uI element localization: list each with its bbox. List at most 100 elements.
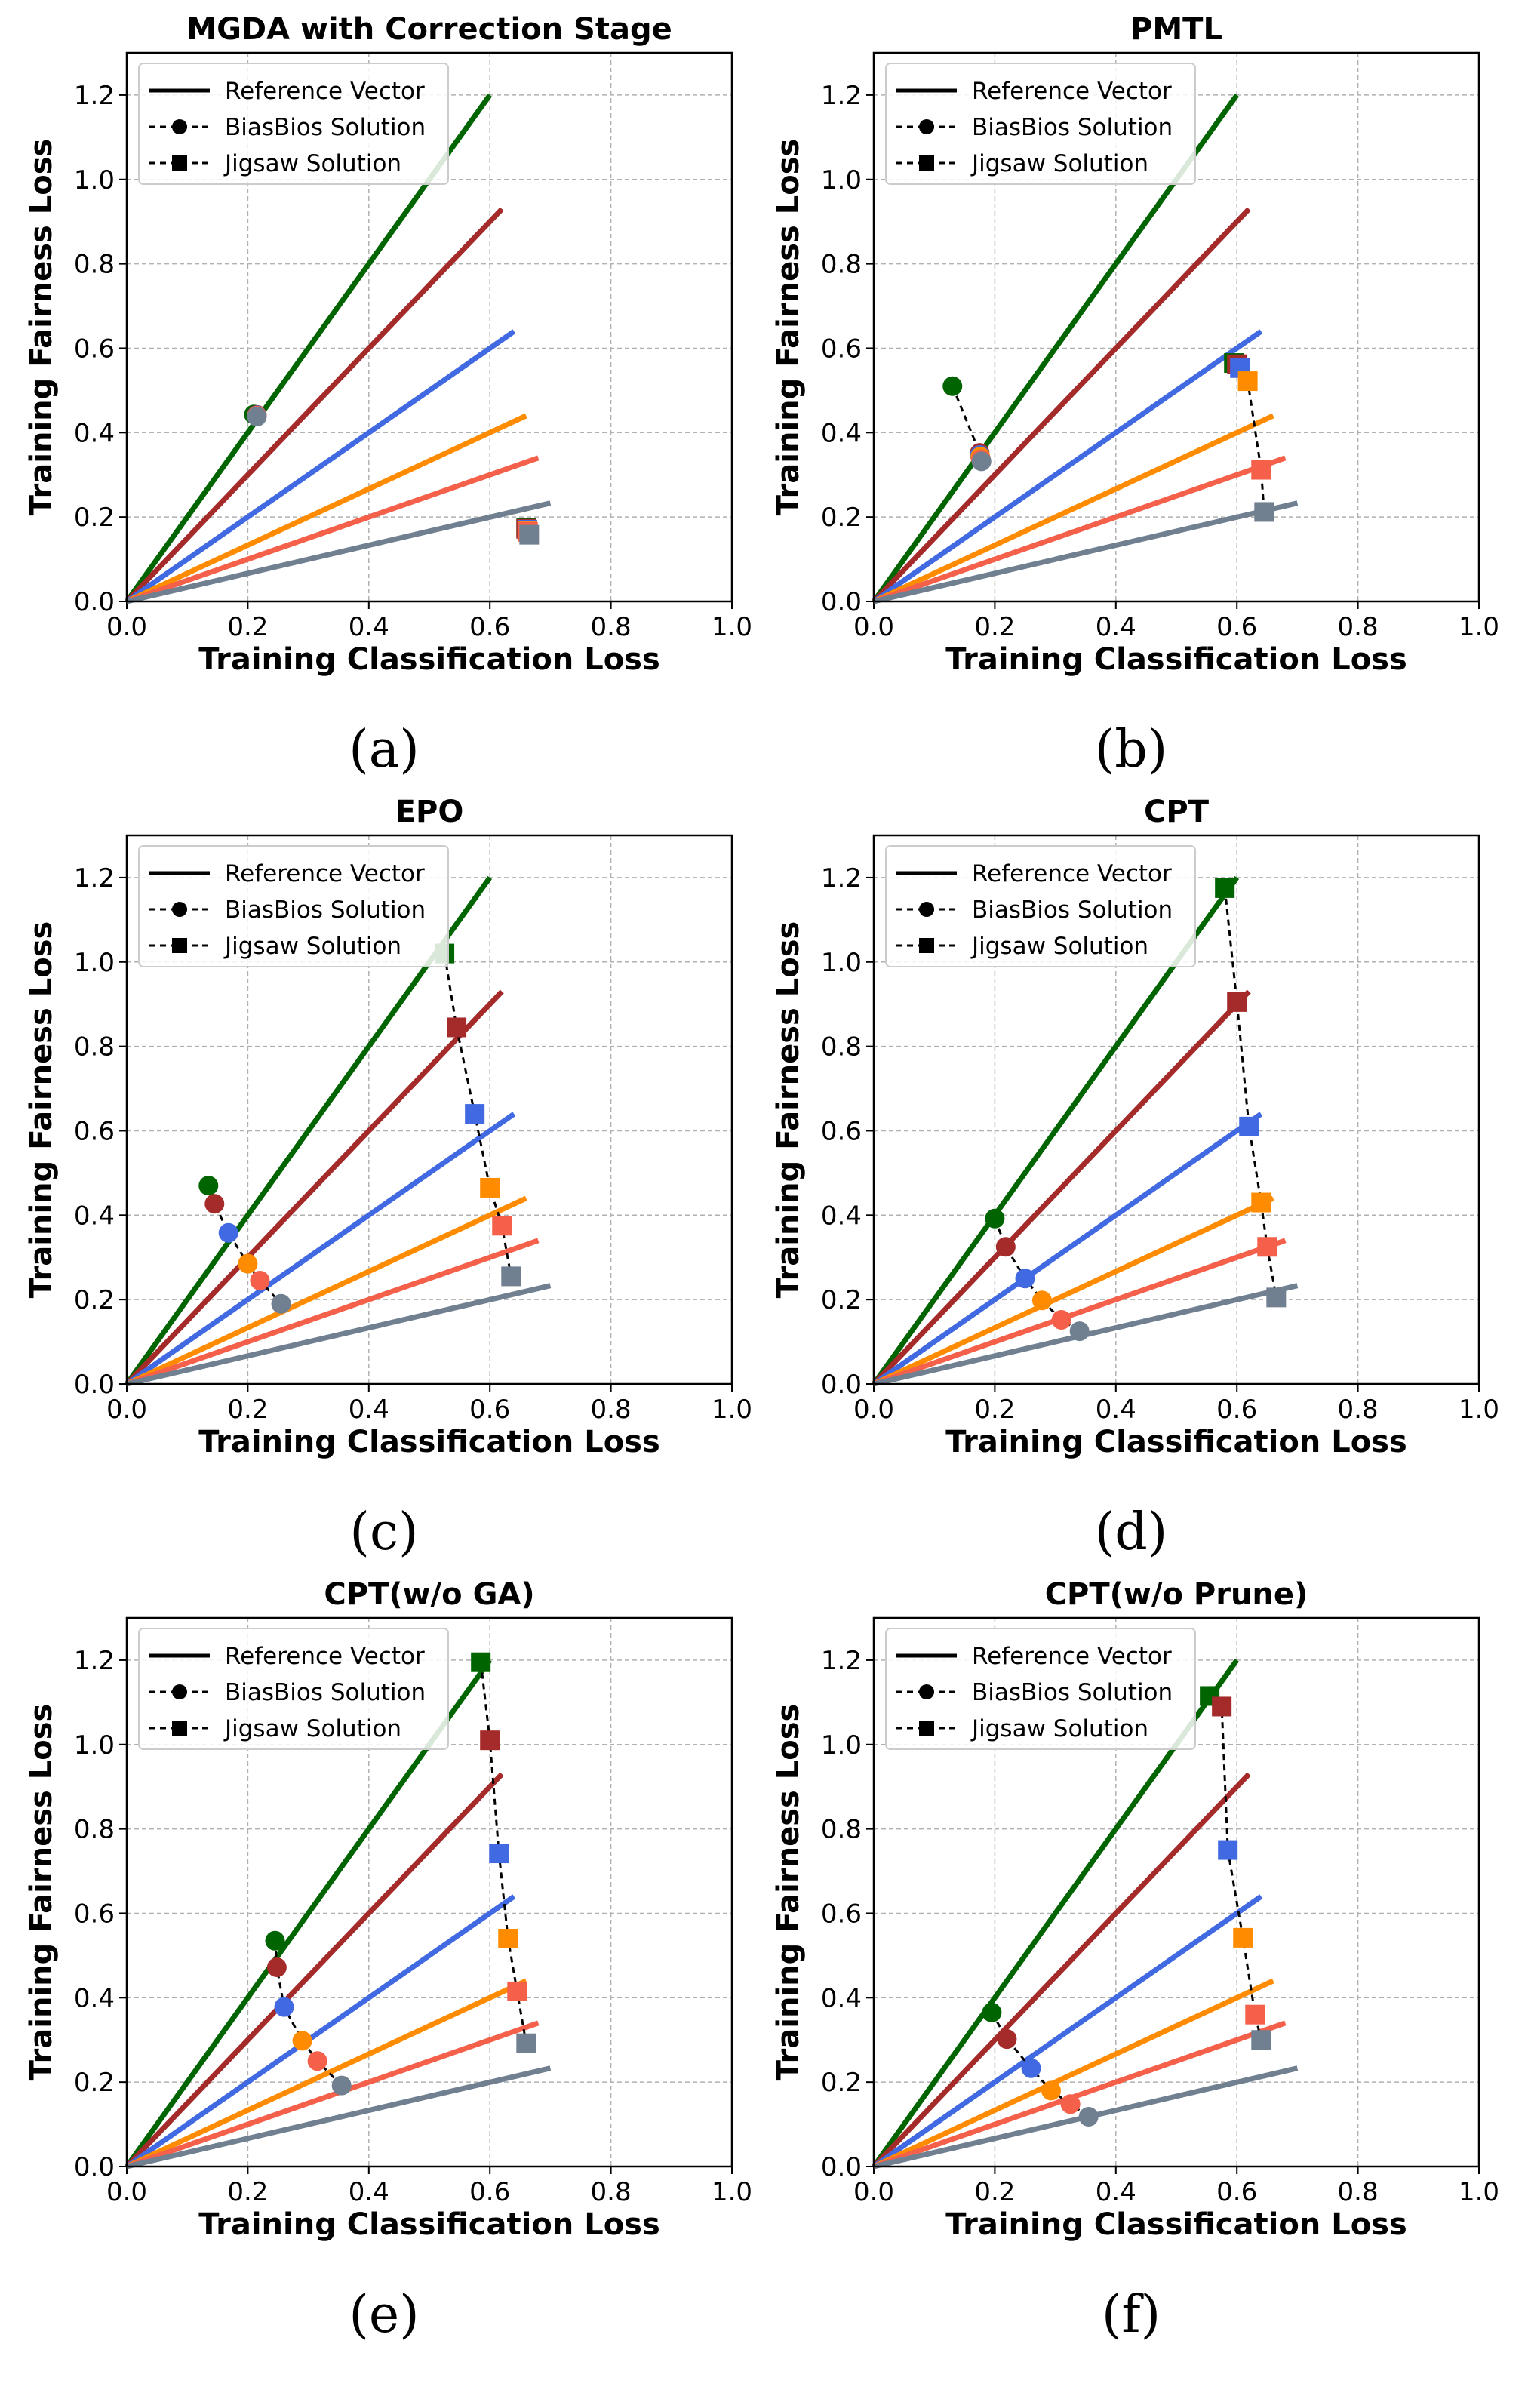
y-tick-label: 0.8 xyxy=(821,250,862,280)
biasbios-point-3 xyxy=(218,1222,238,1243)
axes-frame xyxy=(125,834,733,1385)
y-tick-label: 0.0 xyxy=(821,2152,862,2182)
y-tick-label: 1.0 xyxy=(74,1730,115,1761)
legend: Reference Vector BiasBios Solution Jigsaw … xyxy=(885,1628,1196,1750)
jigsaw-point-4 xyxy=(1237,371,1258,392)
legend-label-1: Reference Vector xyxy=(225,1643,425,1670)
x-tick-label: 0.6 xyxy=(1216,2177,1257,2207)
y-tick-label: 1.0 xyxy=(821,948,862,978)
jigsaw-point-6 xyxy=(1254,502,1274,522)
y-tick-label: 0.8 xyxy=(74,1032,115,1063)
axes-frame xyxy=(125,51,733,603)
legend-marker-square xyxy=(919,1721,934,1736)
y-tick-label: 0.2 xyxy=(821,503,862,533)
chart-title: CPT xyxy=(1144,795,1210,829)
y-tick-label: 0.6 xyxy=(74,1116,115,1146)
jigsaw-point-4 xyxy=(498,1929,518,1949)
reference-vector-2 xyxy=(125,207,504,604)
y-tick-label: 1.0 xyxy=(74,948,115,978)
biasbios-point-6 xyxy=(331,2075,352,2096)
biasbios-point-4 xyxy=(1041,2080,1061,2101)
jigsaw-point-1 xyxy=(1215,878,1235,898)
reference-vector-3 xyxy=(125,1894,516,2169)
subfigure-caption: (c) xyxy=(349,1502,419,1562)
x-tick-label: 0.2 xyxy=(227,1395,268,1425)
y-axis-label: Training Fairness Loss xyxy=(24,139,59,516)
legend: Reference Vector BiasBios Solution Jigsaw … xyxy=(885,845,1196,967)
legend-label-2: BiasBios Solution xyxy=(225,1679,426,1706)
y-tick-label: 0.2 xyxy=(821,1285,862,1315)
y-tick-label: 0.0 xyxy=(74,2152,115,2182)
jigsaw-point-3 xyxy=(489,1844,509,1864)
y-tick-label: 0.8 xyxy=(74,250,115,280)
y-tick-label: 0.6 xyxy=(74,334,115,364)
y-tick-label: 1.2 xyxy=(821,81,862,111)
reference-vector-6 xyxy=(873,500,1299,604)
chart-title: CPT(w/o Prune) xyxy=(1045,1577,1308,1612)
legend-marker-square xyxy=(172,1721,187,1736)
biasbios-point-1 xyxy=(198,1176,219,1196)
biasbios-point-6 xyxy=(971,451,992,472)
subfigure-caption: (b) xyxy=(1094,720,1168,780)
jigsaw-point-4 xyxy=(1233,1927,1253,1948)
biasbios-point-5 xyxy=(250,1270,270,1290)
y-axis-label: Training Fairness Loss xyxy=(771,1704,806,2081)
chart-panel-2: PMTL 0.0 0.2 0.4 0.6 0.8 1.0 0.0 0.2 0.4 0.6 0.8 1.0… xyxy=(771,12,1499,677)
x-tick-label: 0.2 xyxy=(227,2177,268,2207)
legend-marker-square xyxy=(919,938,934,953)
jigsaw-point-5 xyxy=(492,1216,512,1236)
x-tick-label: 0.0 xyxy=(853,1395,894,1425)
legend-box xyxy=(885,845,1196,967)
biasbios-point-1 xyxy=(942,376,963,396)
x-tick-label: 0.6 xyxy=(1216,1395,1257,1425)
x-tick-label: 0.0 xyxy=(853,2177,894,2207)
legend: Reference Vector BiasBios Solution Jigsaw … xyxy=(138,1628,449,1750)
legend-label-3: Jigsaw Solution xyxy=(970,933,1148,960)
y-axis-label: Training Fairness Loss xyxy=(771,139,806,516)
jigsaw-point-5 xyxy=(1245,2004,1265,2025)
biasbios-point-4 xyxy=(1031,1290,1052,1311)
legend-marker-circle xyxy=(919,902,934,917)
legend-label-2: BiasBios Solution xyxy=(225,896,426,924)
legend-marker-circle xyxy=(919,1684,934,1699)
biasbios-point-1 xyxy=(265,1930,285,1951)
biasbios-point-1 xyxy=(985,1208,1005,1229)
reference-vector-5 xyxy=(872,2020,1287,2170)
x-tick-label: 1.0 xyxy=(1459,2177,1499,2207)
chart-title: PMTL xyxy=(1130,12,1222,47)
x-tick-label: 0.2 xyxy=(974,2177,1015,2207)
biasbios-point-6 xyxy=(1069,1321,1090,1342)
legend-box xyxy=(885,63,1196,185)
jigsaw-point-6 xyxy=(501,1266,521,1287)
reference-vector-6 xyxy=(126,2065,552,2170)
legend-marker-square xyxy=(172,938,187,953)
jigsaw-point-2 xyxy=(1212,1696,1232,1717)
x-tick-label: 0.8 xyxy=(591,2177,632,2207)
reference-vector-3 xyxy=(872,329,1263,604)
y-axis-label: Training Fairness Loss xyxy=(24,1704,59,2081)
x-tick-label: 0.4 xyxy=(1096,1395,1136,1425)
biasbios-point-3 xyxy=(1021,2058,1041,2078)
y-tick-label: 1.2 xyxy=(74,81,115,111)
biasbios-point-5 xyxy=(1060,2094,1081,2114)
x-tick-label: 0.4 xyxy=(349,2177,389,2207)
y-axis-label: Training Fairness Loss xyxy=(24,921,59,1299)
legend-box xyxy=(138,1628,449,1750)
axes-frame xyxy=(872,1616,1480,2168)
y-tick-label: 0.4 xyxy=(74,1201,115,1231)
x-axis-label: Training Classification Loss xyxy=(198,1425,660,1459)
y-tick-label: 0.6 xyxy=(821,334,862,364)
y-tick-label: 0.2 xyxy=(74,2068,115,2098)
subfigure-caption: (e) xyxy=(349,2285,420,2345)
reference-vector-4 xyxy=(872,1978,1274,2170)
biasbios-point-4 xyxy=(238,1253,258,1274)
biasbios-point-4 xyxy=(292,2031,312,2051)
x-tick-label: 0.0 xyxy=(106,2177,147,2207)
jigsaw-point-2 xyxy=(480,1730,500,1751)
x-tick-label: 0.4 xyxy=(349,1395,389,1425)
x-axis-label: Training Classification Loss xyxy=(198,642,660,677)
y-tick-label: 0.0 xyxy=(821,1370,862,1400)
y-tick-label: 1.2 xyxy=(74,863,115,893)
reference-vector-3 xyxy=(872,1112,1263,1386)
